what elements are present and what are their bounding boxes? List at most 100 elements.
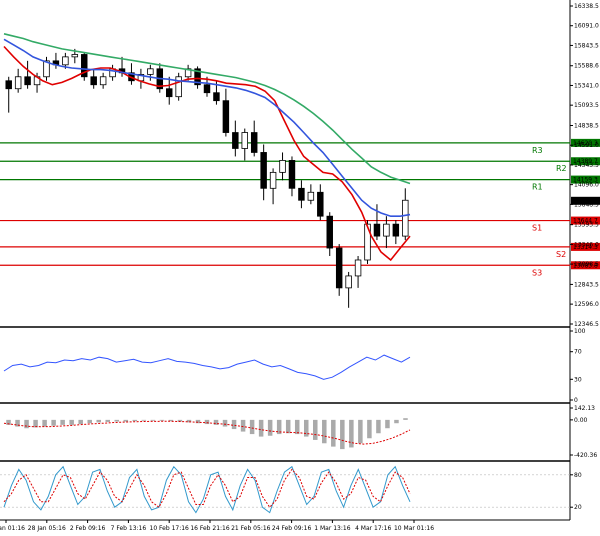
level-price-label: 14159.3: [573, 177, 598, 184]
price-tick-label: 13848.5: [574, 201, 599, 208]
level-price-label: 13083.8: [573, 262, 598, 269]
candle-body: [402, 199, 409, 237]
level-price-box: [571, 175, 600, 184]
candle-body: [317, 191, 324, 217]
rsi-tick-label: 30: [574, 376, 582, 383]
time-tick-label: 4 Mar 17:16: [355, 525, 391, 532]
candle-body: [326, 215, 333, 249]
time-tick-label: 10 Feb 17:16: [150, 525, 190, 532]
ma-slow-line: [3, 33, 411, 185]
level-price-label: 14620.3: [573, 140, 598, 147]
macd-panel: 142.13 0.00 -420.36: [3, 405, 597, 459]
price-tick-label: 12346.5: [574, 321, 599, 328]
level-name-r2: R2: [556, 164, 567, 173]
time-tick-label: 25 Jan 01:16: [0, 525, 25, 532]
time-tick-label: 1 Mar 13:16: [314, 525, 350, 532]
price-tick-label: 14343.5: [574, 162, 599, 169]
time-tick-label: 2 Feb 09:16: [70, 525, 106, 532]
price-tick-label: 14838.5: [574, 122, 599, 129]
price-tick-label: 12843.5: [574, 281, 599, 288]
candle-body: [260, 152, 267, 189]
candle-body: [184, 68, 192, 78]
candle-body: [354, 259, 362, 277]
ma-fast-line: [3, 45, 411, 262]
macd-tick-label: -420.36: [574, 452, 597, 459]
moving-averages: [3, 33, 411, 262]
time-tick-label: 10 Mar 01:16: [394, 525, 434, 532]
price-tick-label: 15843.5: [574, 42, 599, 49]
rsi-tick-label: 100: [574, 328, 586, 335]
ma-mid-line: [3, 38, 411, 217]
stoch-tick-label: 80: [574, 472, 582, 479]
time-tick-label: 24 Feb 09:16: [272, 525, 312, 532]
level-price-label: 13644.7: [573, 218, 598, 225]
price-tick-label: 15588.6: [574, 63, 599, 70]
candle-body: [194, 68, 201, 86]
level-price-label: 14389.7: [573, 158, 598, 165]
candle-body: [175, 76, 182, 98]
candle-body: [250, 132, 258, 153]
level-name-r1: R1: [532, 183, 543, 192]
candle-body: [81, 54, 88, 78]
price-tick-label: 16091.0: [574, 23, 599, 30]
candle-body: [232, 132, 239, 149]
price-tick-label: 14591.0: [574, 142, 599, 149]
price-tick-label: 12596.0: [574, 301, 599, 308]
candle-body: [269, 171, 277, 189]
candle-body: [14, 76, 22, 90]
candle-body: [147, 68, 154, 75]
candle-body: [298, 187, 305, 201]
candle-body: [335, 247, 343, 289]
macd-signal-line: [3, 420, 411, 445]
candle-body: [62, 56, 69, 66]
candle-body: [288, 160, 296, 189]
candle-body: [43, 60, 50, 78]
candle-body: [241, 132, 249, 149]
price-tick-label: 13098.5: [574, 261, 599, 268]
level-name-s3: S3: [532, 268, 542, 277]
price-tick-label: 14096.0: [574, 182, 599, 189]
macd-tick-label: 142.13: [574, 405, 595, 412]
candle-body: [364, 223, 371, 261]
stoch-signal-line: [3, 468, 411, 509]
time-tick-label: 21 Feb 05:16: [231, 525, 271, 532]
candle-body: [222, 100, 230, 133]
candle-body: [203, 84, 211, 94]
pivot-levels: R3 14620.3 R2 14389.7 R1 14159.3 S1 13644.7 S2 13…: [0, 138, 600, 277]
level-price-box: [571, 242, 600, 251]
candle-body: [5, 80, 12, 90]
rsi-line: [3, 354, 411, 380]
last-price-label: 13893.0: [573, 198, 598, 205]
stochastic-panel: 80 20: [0, 465, 582, 514]
rsi-tick-label: 70: [574, 349, 582, 356]
candle-body: [165, 88, 173, 98]
price-axis: 16338.5 16091.0 15843.5 15588.6 15341.0 15093…: [570, 3, 599, 328]
candle-body: [307, 191, 315, 201]
candle-body: [71, 54, 79, 58]
price-tick-label: 13346.0: [574, 241, 599, 248]
price-tick-label: 15341.0: [574, 82, 599, 89]
candle-body: [24, 76, 31, 86]
time-tick-label: 28 Jan 05:16: [28, 525, 66, 532]
level-name-s2: S2: [556, 250, 566, 259]
stoch-main-line: [3, 465, 411, 514]
candle-body: [99, 76, 107, 86]
candle-body: [279, 160, 286, 173]
level-price-box: [571, 138, 600, 147]
candle-body: [90, 76, 97, 86]
candle-body: [373, 223, 381, 237]
level-price-box: [571, 157, 600, 166]
price-tick-label: 15093.5: [574, 102, 599, 109]
level-name-s1: S1: [532, 224, 542, 233]
rsi-tick-label: 0: [574, 397, 578, 404]
level-price-label: 13314.3: [573, 244, 598, 251]
level-price-box: [571, 261, 600, 270]
rsi-panel: 100 70 30 0: [3, 328, 586, 404]
time-tick-label: 7 Feb 13:16: [111, 525, 147, 532]
last-price-box: [571, 196, 600, 205]
time-tick-label: 16 Feb 21:16: [190, 525, 230, 532]
candle-body: [213, 92, 220, 102]
